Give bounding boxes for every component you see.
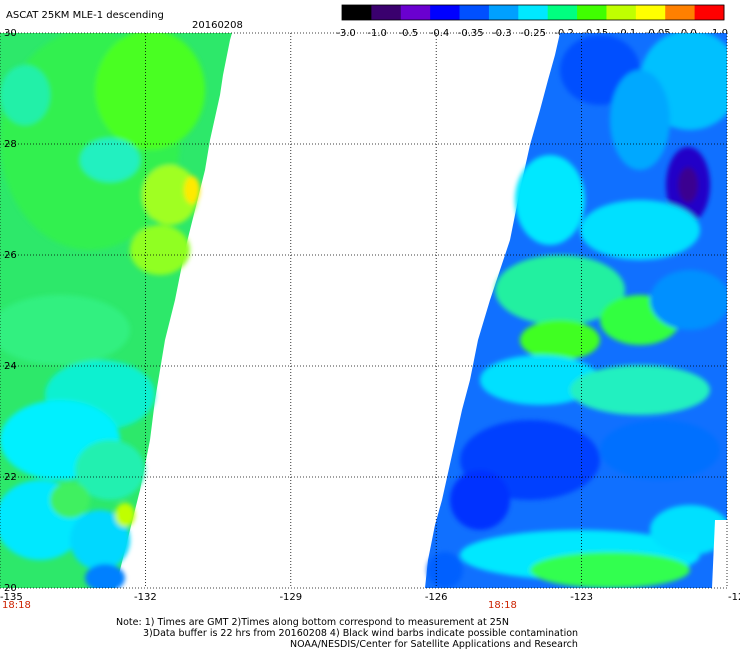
note-line-3: NOAA/NESDIS/Center for Satellite Applica… xyxy=(290,639,578,650)
y-axis-labels: 20 22 24 26 28 30 xyxy=(4,28,17,594)
colorbar-tick-label: -0.3 xyxy=(492,28,512,39)
colorbar-segment xyxy=(577,5,607,20)
chart-date: 20160208 xyxy=(192,20,243,31)
colorbar-tick-label: -0.35 xyxy=(458,28,484,39)
chart-title: ASCAT 25KM MLE-1 descending xyxy=(6,10,164,21)
swath-right xyxy=(425,33,727,588)
colorbar-segment xyxy=(518,5,549,20)
colorbar-tick-label: -3.0 xyxy=(336,28,356,39)
x-tick-label: -126 xyxy=(425,592,448,603)
y-tick-label: 20 xyxy=(4,583,17,594)
y-tick-label: 24 xyxy=(4,361,17,372)
grid xyxy=(0,32,728,589)
colorbar-segment xyxy=(665,5,696,20)
colorbar-segment xyxy=(430,5,461,20)
colorbar-segment xyxy=(459,5,490,20)
swath-time-left: 18:18 xyxy=(2,600,31,611)
colorbar-segment xyxy=(694,5,725,20)
colorbar-segment xyxy=(371,5,402,20)
colorbar-segment xyxy=(488,5,519,20)
x-tick-label: -135 xyxy=(0,592,23,603)
colorbar-segment xyxy=(547,5,578,20)
colorbar-tick-label: -0.5 xyxy=(399,28,419,39)
note-line-1: Note: 1) Times are GMT 2)Times along bot… xyxy=(116,617,509,628)
x-tick-label: -120 xyxy=(728,592,740,603)
y-tick-label: 30 xyxy=(4,28,17,39)
colorbar-tick-label: -0.4 xyxy=(430,28,450,39)
swath-time-right: 18:18 xyxy=(488,600,517,611)
x-tick-label: -129 xyxy=(279,592,302,603)
colorbar-segment xyxy=(606,5,637,20)
colorbar-tick-label: -0.25 xyxy=(520,28,546,39)
colorbar xyxy=(341,4,725,21)
x-tick-label: -123 xyxy=(570,592,593,603)
y-tick-label: 26 xyxy=(4,250,17,261)
colorbar-segment xyxy=(342,5,372,20)
x-tick-label: -132 xyxy=(134,592,157,603)
x-axis-labels: -135 -132 -129 -126 -123 -120 xyxy=(0,592,740,603)
y-tick-label: 28 xyxy=(4,139,17,150)
swath-left xyxy=(0,33,232,588)
colorbar-segment xyxy=(635,5,666,20)
colorbar-tick-label: -1.0 xyxy=(367,28,387,39)
colorbar-segment xyxy=(400,5,431,20)
y-tick-label: 22 xyxy=(4,472,17,483)
note-line-2: 3)Data buffer is 22 hrs from 20160208 4)… xyxy=(143,628,578,639)
